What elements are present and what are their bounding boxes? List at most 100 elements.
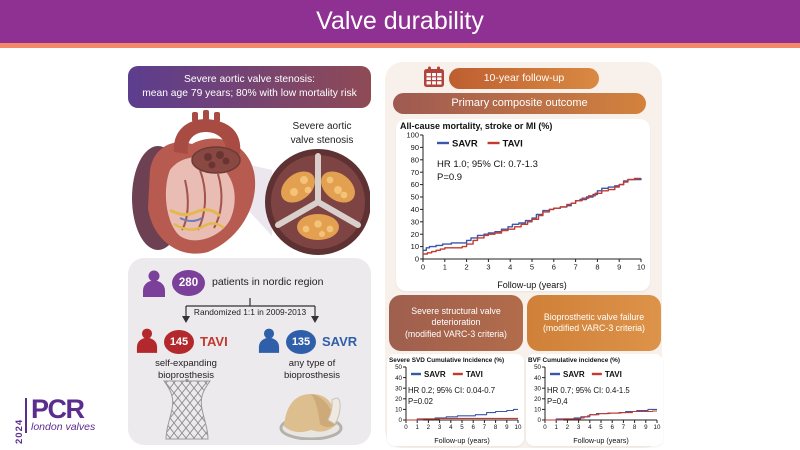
svg-text:10: 10 bbox=[637, 263, 645, 272]
svg-text:30: 30 bbox=[411, 217, 419, 226]
calendar-icon bbox=[424, 66, 444, 87]
svg-text:10: 10 bbox=[515, 424, 522, 431]
svg-text:40: 40 bbox=[411, 205, 419, 214]
svg-text:6: 6 bbox=[610, 424, 614, 431]
svg-text:Follow-up (years): Follow-up (years) bbox=[573, 436, 629, 445]
patients-icon bbox=[143, 270, 165, 297]
svg-text:10: 10 bbox=[411, 242, 419, 251]
svg-text:80: 80 bbox=[411, 155, 419, 164]
bvf-badge: Bioprosthetic valve failure (modified VA… bbox=[527, 295, 661, 351]
svg-text:4: 4 bbox=[449, 424, 453, 431]
svg-text:1: 1 bbox=[554, 424, 558, 431]
svg-text:2: 2 bbox=[427, 424, 431, 431]
svg-text:2: 2 bbox=[465, 263, 469, 272]
primary-outcome-chart-card: 0 10 20 30 40 50 60 70 80 90 100 0 1 2 3 4 5 6 7 8 9 10 All-ca… bbox=[396, 119, 650, 291]
svg-text:All-cause mortality, stroke or: All-cause mortality, stroke or MI (%) bbox=[400, 121, 552, 131]
primary-outcome-badge: Primary composite outcome bbox=[393, 93, 646, 114]
svd-chart-card: 0 10 20 30 40 50 0 1 2 3 4 5 6 7 8 9 10 Severe SVD Cumula… bbox=[387, 354, 524, 446]
svg-text:30: 30 bbox=[534, 385, 541, 392]
header-accent-line bbox=[0, 43, 800, 48]
svg-text:3: 3 bbox=[486, 263, 490, 272]
total-count-label: patients in nordic region bbox=[212, 276, 324, 288]
svg-text:1: 1 bbox=[443, 263, 447, 272]
logo-year: 2024 bbox=[14, 418, 25, 444]
svg-text:HR 0.2; 95% CI: 0.04-0.7: HR 0.2; 95% CI: 0.04-0.7 bbox=[408, 386, 495, 395]
svg-text:4: 4 bbox=[588, 424, 592, 431]
randomization-label: Randomized 1:1 in 2009-2013 bbox=[193, 307, 307, 317]
svg-text:TAVI: TAVI bbox=[503, 138, 523, 149]
svg-text:P=0.02: P=0.02 bbox=[408, 397, 433, 406]
svg-text:20: 20 bbox=[411, 230, 419, 239]
svg-text:10: 10 bbox=[654, 424, 661, 431]
svg-text:HR 0.7; 95% CI: 0.4-1.5: HR 0.7; 95% CI: 0.4-1.5 bbox=[547, 386, 630, 395]
savr-patient-icon bbox=[258, 328, 280, 353]
svg-text:TAVI: TAVI bbox=[466, 370, 483, 379]
svg-text:0: 0 bbox=[399, 417, 403, 424]
total-count-badge: 280 bbox=[172, 270, 205, 296]
svg-text:50: 50 bbox=[534, 364, 541, 371]
svg-text:TAVI: TAVI bbox=[605, 370, 622, 379]
svg-text:6: 6 bbox=[552, 263, 556, 272]
svg-text:Severe SVD Cumulative Incidenc: Severe SVD Cumulative Incidence (%) bbox=[389, 357, 504, 364]
tavi-count-badge: 145 bbox=[164, 330, 194, 354]
svg-text:40: 40 bbox=[395, 375, 402, 382]
svg-text:8: 8 bbox=[595, 263, 599, 272]
svd-badge: Severe structural valve deterioration (m… bbox=[389, 295, 523, 351]
cohort-panel: 280 patients in nordic region Randomized… bbox=[128, 258, 371, 445]
svg-text:1: 1 bbox=[415, 424, 419, 431]
svg-text:Follow-up (years): Follow-up (years) bbox=[434, 436, 490, 445]
stent-valve-illustration bbox=[163, 378, 211, 440]
svg-text:50: 50 bbox=[411, 193, 419, 202]
results-panel: 10-year follow-up Primary composite outc… bbox=[385, 62, 663, 448]
svg-text:5: 5 bbox=[530, 263, 534, 272]
svg-text:9: 9 bbox=[644, 424, 648, 431]
svg-text:7: 7 bbox=[622, 424, 626, 431]
randomization-connector bbox=[182, 298, 319, 323]
svg-text:7: 7 bbox=[574, 263, 578, 272]
svg-text:8: 8 bbox=[633, 424, 637, 431]
stenosis-badge: Severe aortic valve stenosis: mean age 7… bbox=[128, 66, 371, 108]
svg-text:50: 50 bbox=[395, 364, 402, 371]
svg-text:P=0,4: P=0,4 bbox=[547, 397, 568, 406]
svg-text:SAVR: SAVR bbox=[424, 370, 446, 379]
svg-text:100: 100 bbox=[406, 131, 419, 140]
svg-text:9: 9 bbox=[505, 424, 509, 431]
svg-text:40: 40 bbox=[534, 375, 541, 382]
savr-label: SAVR bbox=[322, 334, 358, 349]
svg-text:P=0.9: P=0.9 bbox=[437, 172, 462, 183]
heart-caption-line1: Severe aortic bbox=[292, 121, 352, 132]
svg-text:20: 20 bbox=[534, 396, 541, 403]
svg-text:0: 0 bbox=[421, 263, 425, 272]
savr-description: any type of bioprosthesis bbox=[284, 358, 340, 382]
svg-text:3: 3 bbox=[438, 424, 442, 431]
svg-text:20: 20 bbox=[395, 396, 402, 403]
svg-text:7: 7 bbox=[483, 424, 487, 431]
heart-caption: Severe aortic valve stenosis bbox=[283, 120, 361, 147]
svg-text:BVF Cumulative incidence (%): BVF Cumulative incidence (%) bbox=[528, 357, 620, 364]
tavi-label: TAVI bbox=[200, 334, 228, 349]
bvf-chart-card: 0 10 20 30 40 50 0 1 2 3 4 5 6 7 8 9 10 BVF Cumulative in… bbox=[526, 354, 663, 446]
surgical-valve-illustration bbox=[279, 394, 343, 440]
svg-text:60: 60 bbox=[411, 180, 419, 189]
svg-text:HR 1.0; 95% CI: 0.7-1.3: HR 1.0; 95% CI: 0.7-1.3 bbox=[437, 159, 538, 170]
svg-text:70: 70 bbox=[411, 168, 419, 177]
followup-badge: 10-year follow-up bbox=[449, 68, 599, 89]
svg-text:0: 0 bbox=[538, 417, 542, 424]
svg-text:0: 0 bbox=[543, 424, 547, 431]
svg-text:5: 5 bbox=[460, 424, 464, 431]
tavi-patient-icon bbox=[136, 328, 158, 353]
header-bar: Valve durability bbox=[0, 0, 800, 43]
svg-text:3: 3 bbox=[577, 424, 581, 431]
svg-text:SAVR: SAVR bbox=[563, 370, 585, 379]
svg-text:10: 10 bbox=[534, 407, 541, 414]
svg-text:0: 0 bbox=[415, 255, 419, 264]
svg-text:10: 10 bbox=[395, 407, 402, 414]
svg-text:6: 6 bbox=[471, 424, 475, 431]
heart-illustration bbox=[132, 110, 370, 255]
svg-text:8: 8 bbox=[494, 424, 498, 431]
page-title: Valve durability bbox=[316, 7, 484, 35]
svg-text:90: 90 bbox=[411, 143, 419, 152]
